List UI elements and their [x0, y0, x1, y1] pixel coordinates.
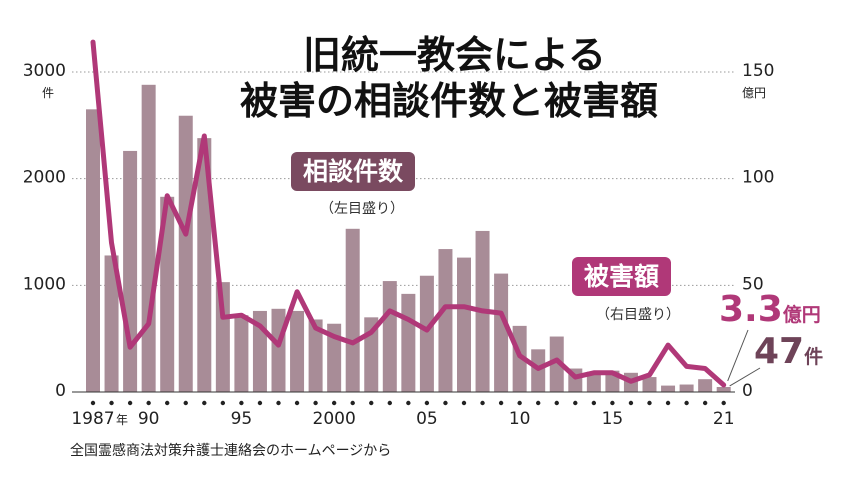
bar: [661, 385, 676, 392]
x-tick-dot: [406, 400, 411, 406]
x-tick-dot: [313, 400, 318, 406]
right-axis-unit: 億円: [742, 86, 767, 100]
bar: [123, 150, 138, 392]
bar: [586, 371, 601, 392]
count-axis-note: （左目盛り）: [320, 201, 404, 217]
x-tick-suffix: 年: [116, 413, 128, 427]
bar: [178, 115, 193, 392]
x-tick-dot: [369, 400, 374, 406]
count-leader-line: [729, 367, 761, 387]
bar: [215, 282, 230, 392]
count-callout-value: 47: [754, 331, 805, 372]
bar: [308, 319, 323, 392]
amount-callout: 3.3億円: [719, 292, 821, 328]
x-tick-label: 10: [509, 409, 531, 429]
left-axis-tick-label: 3000: [23, 61, 66, 81]
chart-title-line1: 旧統一教会による: [303, 33, 606, 77]
x-tick-dot: [665, 400, 671, 406]
x-tick-dot: [684, 400, 689, 406]
bar: [401, 293, 416, 392]
bar: [679, 384, 694, 392]
bar: [160, 196, 175, 392]
source-note: 全国霊感商法対策弁護士連絡会のホームページから: [70, 443, 392, 459]
x-tick-dot: [387, 400, 392, 406]
x-tick-dot: [276, 400, 281, 406]
bar: [197, 138, 212, 392]
x-tick-dot: [647, 400, 652, 406]
amount-line: [90, 39, 727, 388]
amount-callout-value: 3.3: [719, 289, 783, 330]
x-tick-dot: [294, 400, 300, 406]
x-tick-dot: [257, 400, 263, 406]
x-tick-dot: [90, 400, 96, 406]
x-tick-dot: [461, 400, 467, 406]
x-tick-dot: [610, 400, 615, 406]
x-tick-dot: [146, 400, 151, 406]
amount-callout-unit: 億円: [782, 304, 821, 326]
x-tick-dot: [702, 400, 708, 406]
x-tick-dot: [109, 400, 114, 406]
bar: [271, 308, 286, 392]
x-tick-label: 05: [416, 409, 438, 429]
x-tick-dot: [239, 400, 244, 406]
amount-axis-note: （右目盛り）: [596, 307, 680, 323]
bar: [438, 249, 453, 392]
x-tick-label: 95: [231, 409, 253, 429]
bar: [290, 310, 305, 392]
x-tick-dot: [517, 400, 522, 406]
x-tick-dot: [183, 400, 188, 406]
bar: [698, 379, 713, 392]
chart-title-line2: 被害の相談件数と被害額: [240, 79, 659, 123]
x-tick-dot: [331, 400, 337, 406]
x-tick-dot: [721, 400, 726, 406]
x-tick-dot: [443, 400, 448, 406]
bar: [642, 377, 657, 392]
bar: [327, 323, 342, 392]
left-axis-tick-label: 0: [55, 381, 66, 401]
x-tick-dot: [165, 400, 170, 406]
bar: [104, 255, 119, 392]
left-axis-tick-label: 2000: [23, 168, 66, 188]
count-callout: 47件: [754, 334, 823, 370]
count-series-badge: 相談件数: [291, 152, 416, 191]
x-tick-dot: [424, 400, 430, 406]
x-tick-dot: [591, 400, 597, 406]
left-axis-unit: 件: [42, 86, 55, 100]
x-tick-dot: [554, 400, 559, 406]
right-axis-tick-label: 50: [742, 274, 764, 294]
bar: [141, 84, 156, 393]
x-tick-dot: [350, 400, 355, 406]
bar: [716, 386, 731, 392]
x-tick-dot: [220, 400, 226, 406]
bar: [234, 315, 249, 392]
right-axis-tick-label: 150: [742, 61, 774, 81]
count-callout-unit: 件: [804, 346, 824, 368]
x-tick-label: 2000: [313, 409, 356, 429]
bar: [382, 281, 397, 392]
left-axis-tick-label: 1000: [23, 274, 66, 294]
bar: [419, 275, 434, 392]
x-tick-label: 90: [138, 409, 160, 429]
x-tick-dot: [127, 400, 133, 406]
right-axis-tick-label: 0: [742, 381, 753, 401]
x-tick-label: 21: [713, 409, 735, 429]
bar: [494, 273, 509, 392]
x-tick-dot: [202, 400, 207, 406]
bar: [86, 109, 100, 392]
x-tick-label: 1987: [71, 409, 114, 429]
bar: [549, 336, 564, 392]
x-tick-dot: [498, 400, 504, 406]
amount-series-badge: 被害額: [572, 257, 672, 296]
x-tick-dot: [628, 400, 634, 406]
x-tick-dot: [573, 400, 578, 406]
bar: [457, 257, 471, 392]
x-tick-dot: [536, 400, 541, 406]
bar: [345, 228, 360, 392]
x-tick-dot: [480, 400, 485, 406]
right-axis-tick-label: 100: [742, 168, 774, 188]
x-tick-label: 15: [602, 409, 624, 429]
amount-leader-line: [727, 329, 749, 382]
